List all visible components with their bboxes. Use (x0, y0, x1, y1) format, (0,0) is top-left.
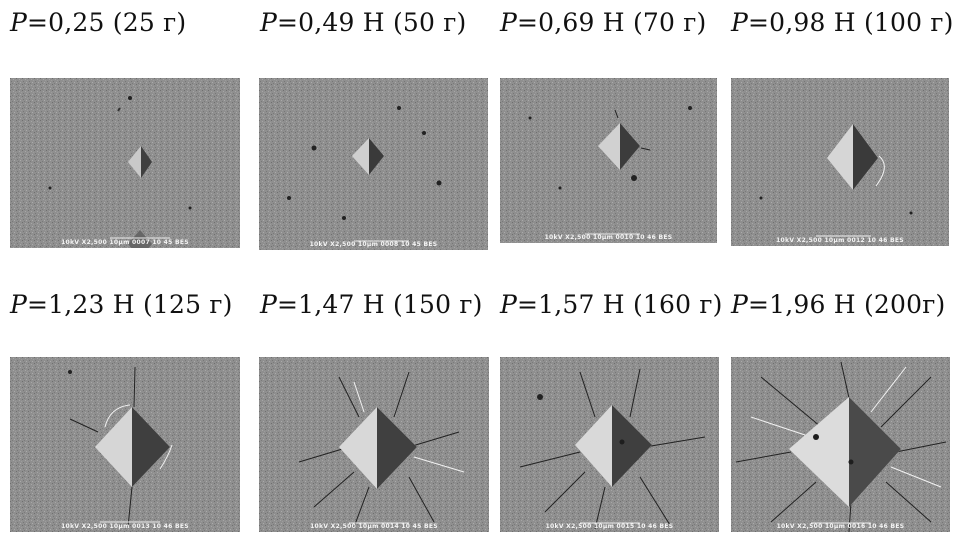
indent-image (731, 357, 950, 532)
load-label-1: P=0,25 (25 г) (10, 8, 187, 37)
micrograph-8: 10kV X2,500 10µm 0016 10 46 BES (731, 357, 950, 532)
micrograph-footer: 10kV X2,500 10µm 0012 10 46 BES (776, 237, 904, 244)
micrograph-3: 10kV X2,500 10µm 0010 10 46 BES (500, 78, 717, 243)
load-label-5: P=1,23 Н (125 г) (10, 290, 233, 319)
micrograph-footer: 10kV X2,500 10µm 0014 10 45 BES (310, 523, 438, 530)
indent-image (500, 78, 717, 243)
micrograph-4: 10kV X2,500 10µm 0012 10 46 BES (731, 78, 949, 246)
micrograph-footer: 10kV X2,500 10µm 0013 10 46 BES (61, 523, 189, 530)
indent-image (10, 78, 240, 248)
load-label-6: P=1,47 Н (150 г) (260, 290, 483, 319)
indent-image (10, 357, 240, 532)
load-label-7: P=1,57 Н (160 г) (500, 290, 723, 319)
micrograph-footer: 10kV X2,500 10µm 0015 10 46 BES (545, 523, 674, 530)
micrograph-7: 10kV X2,500 10µm 0015 10 46 BES (500, 357, 719, 532)
micrograph-1: 10kV X2,500 10µm 0007 10 45 BES (10, 78, 240, 248)
indent-image (259, 357, 489, 532)
micrograph-6: 10kV X2,500 10µm 0014 10 45 BES (259, 357, 489, 532)
load-label-2: P=0,49 Н (50 г) (260, 8, 467, 37)
micrograph-2: 10kV X2,500 10µm 0008 10 45 BES (259, 78, 488, 250)
micrograph-footer: 10kV X2,500 10µm 0016 10 46 BES (776, 523, 905, 530)
micrograph-footer: 10kV X2,500 10µm 0008 10 45 BES (309, 241, 438, 248)
load-label-4: P=0,98 Н (100 г) (731, 8, 954, 37)
micrograph-5: 10kV X2,500 10µm 0013 10 46 BES (10, 357, 240, 532)
load-label-8: P=1,96 Н (200г) (731, 290, 946, 319)
micrograph-footer: 10kV X2,500 10µm 0010 10 46 BES (544, 234, 673, 241)
load-label-3: P=0,69 Н (70 г) (500, 8, 707, 37)
indent-image (500, 357, 719, 532)
indent-image (259, 78, 488, 250)
micrograph-footer: 10kV X2,500 10µm 0007 10 45 BES (61, 239, 189, 246)
indent-image (731, 78, 949, 246)
